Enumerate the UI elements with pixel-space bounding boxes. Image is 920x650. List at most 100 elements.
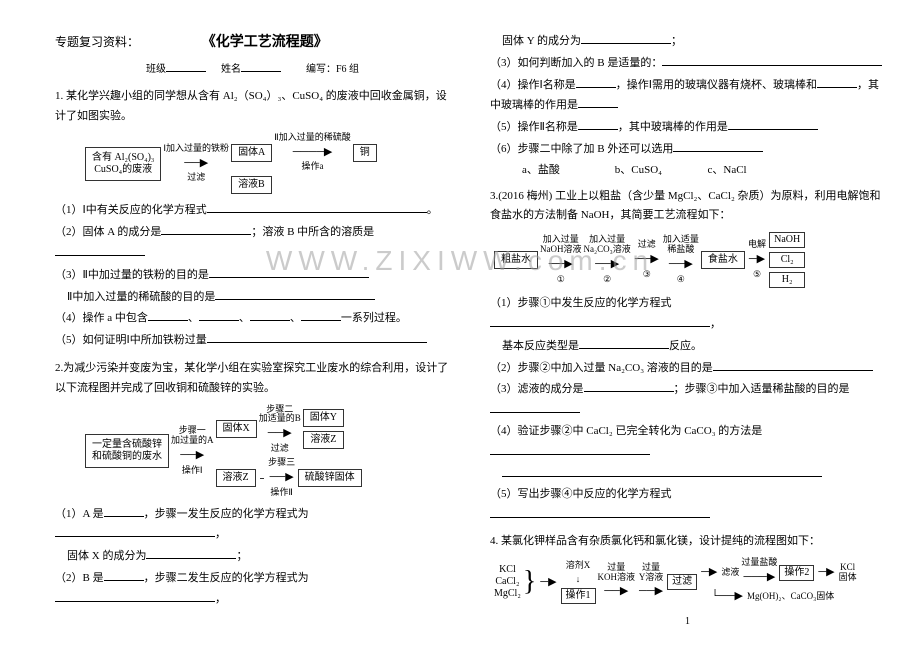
- q1-3b-text: Ⅱ中加入过量的稀硫酸的目的是: [67, 291, 215, 303]
- author-label: 编写：F6 组: [306, 64, 359, 75]
- q4-filter: 过滤: [667, 574, 697, 590]
- q1-5-blank[interactable]: [207, 330, 427, 343]
- q4-solid: Mg(OH)₂、CaCO₃固体: [747, 592, 834, 602]
- q1-box-waste: 含有 Al₂(SO₄)₃CuSO₄的废液: [85, 147, 161, 181]
- q3-4: （4）验证步骤②中 CaCl₂ 已完全转化为 CaCO₃ 的方法是: [490, 422, 885, 463]
- b[interactable]: [576, 75, 616, 88]
- q2-2b: ，步骤二发生反应的化学方程式为: [144, 572, 309, 584]
- line: [260, 477, 264, 479]
- b[interactable]: [490, 400, 580, 413]
- b[interactable]: [199, 308, 239, 321]
- q2-1: （1）A 是，步骤一发生反应的化学方程式为，: [55, 504, 450, 546]
- b[interactable]: [148, 308, 188, 321]
- q2-addB: 加适量的B: [259, 414, 301, 424]
- q3-filter: 过滤: [638, 240, 656, 250]
- q3-flow: 粗盐水 加入过量NaOH溶液──▶① 加入过量Na₂CO₃溶液──▶② 过滤──…: [494, 232, 885, 288]
- q1-5-text: （5）如何证明Ⅰ中所加铁粉过量: [55, 334, 207, 346]
- b[interactable]: [55, 589, 215, 602]
- b[interactable]: [673, 139, 763, 152]
- r4: （4）操作Ⅰ名称是，操作Ⅰ需用的玻璃仪器有烧杯、玻璃棒和，其中玻璃棒的作用是: [490, 75, 885, 117]
- class-blank[interactable]: [166, 59, 206, 72]
- topic-label: 专题复习资料：: [55, 35, 139, 49]
- q2-op2: 操作Ⅱ: [270, 488, 292, 498]
- q2-2a: （2）B 是: [55, 572, 104, 584]
- arrow-icon: ──▶: [266, 424, 294, 444]
- q2-1a: （1）A 是: [55, 508, 104, 520]
- b[interactable]: [584, 379, 674, 392]
- b[interactable]: [301, 308, 341, 321]
- q2-filter2: 过滤: [271, 444, 289, 454]
- r6a: （6）步骤二中除了加 B 外还可以选用: [490, 143, 673, 155]
- b[interactable]: [502, 464, 822, 477]
- opt-a: a、盐酸: [522, 161, 612, 181]
- q2-2: （2）B 是，步骤二发生反应的化学方程式为，: [55, 568, 450, 610]
- q1-1-blank[interactable]: [207, 200, 427, 213]
- main-title: 《化学工艺流程题》: [202, 35, 328, 50]
- arrow-icon: ──▶: [667, 255, 695, 275]
- b[interactable]: [579, 336, 669, 349]
- b[interactable]: [581, 31, 671, 44]
- q1-2a-blank[interactable]: [161, 222, 251, 235]
- q1-3a-blank[interactable]: [209, 265, 369, 278]
- q3-3: （3）滤液的成分是；步骤③中加入适量稀盐酸的目的是: [490, 379, 885, 421]
- q3-salt: 食盐水: [701, 251, 745, 269]
- q3-s4: 加入适量稀盐酸: [663, 235, 699, 255]
- q3-5: （5）写出步骤④中反应的化学方程式: [490, 485, 885, 526]
- q3-box1: 粗盐水: [494, 251, 538, 269]
- q2-s3: 步骤三: [268, 458, 295, 468]
- q3-2: （2）步骤②中加入过量 Na₂CO₃ 溶液的目的是: [490, 358, 885, 379]
- b[interactable]: [578, 117, 618, 130]
- q1-1-text: （1）Ⅰ中有关反应的化学方程式: [55, 204, 207, 216]
- b[interactable]: [490, 314, 710, 327]
- q1-sol-b: 溶液B: [231, 176, 272, 194]
- arrow-icon: ──▶: [547, 255, 575, 275]
- q3-2a-text: （2）步骤②中加入过量 Na₂CO₃ 溶液的目的是: [490, 362, 713, 374]
- b[interactable]: [490, 505, 710, 518]
- q1-step1-label: Ⅰ加入过量的铁粉: [163, 144, 229, 154]
- left-column: 专题复习资料： 《化学工艺流程题》 班级 姓名 编写：F6 组 1. 某化学兴趣…: [55, 30, 450, 631]
- q2-1c-row: 固体 X 的成分为；: [55, 546, 450, 567]
- b[interactable]: [490, 442, 650, 455]
- down-arrow-icon: ↓: [576, 571, 581, 587]
- b[interactable]: [250, 308, 290, 321]
- b[interactable]: [104, 568, 144, 581]
- b[interactable]: [728, 117, 818, 130]
- b[interactable]: [104, 504, 144, 517]
- arrow-icon: ──▶: [268, 468, 296, 488]
- b[interactable]: [146, 546, 236, 559]
- q3-c1: ①: [557, 275, 565, 285]
- arrow-icon: ─▶: [699, 563, 719, 583]
- arrow-icon: ──▶: [633, 250, 661, 270]
- arrow-icon: ─▶: [538, 573, 558, 593]
- q2-znso4: 硫酸锌固体: [298, 469, 362, 487]
- r4a: （4）操作Ⅰ名称是: [490, 79, 576, 91]
- q1-step2-label: Ⅱ加入过量的稀硫酸: [274, 133, 350, 143]
- q3-1b: 基本反应类型是反应。: [490, 336, 885, 357]
- q2-op1: 操作Ⅰ: [182, 466, 203, 476]
- q3-4b: [490, 464, 885, 485]
- arrow-icon: ─▶: [816, 563, 836, 583]
- q3-5-text: （5）写出步骤④中反应的化学方程式: [490, 488, 672, 500]
- q1-3b-blank[interactable]: [215, 287, 375, 300]
- b[interactable]: [662, 53, 882, 66]
- b[interactable]: [55, 524, 215, 537]
- b[interactable]: [817, 75, 857, 88]
- q1-2b-blank[interactable]: [55, 243, 145, 256]
- arrow-icon: ────▶: [291, 143, 335, 163]
- name-blank[interactable]: [241, 59, 281, 72]
- r5b: ，其中玻璃棒的作用是: [618, 121, 728, 133]
- opt-c: c、NaCl: [708, 161, 798, 181]
- arrow-icon: ──▶: [182, 154, 210, 174]
- r5a: （5）操作Ⅱ名称是: [490, 121, 578, 133]
- b[interactable]: [578, 95, 618, 108]
- q3-1b-text: 基本反应类型是: [502, 340, 579, 352]
- q2-flow: 一定量含硫酸锌和硫酸铜的废水 步骤一 加过量的A ──▶ 操作Ⅰ 固体X 步骤二…: [85, 405, 450, 498]
- class-label: 班级: [146, 64, 166, 75]
- r3-text: （3）如何判断加入的 B 是适量的：: [490, 57, 662, 69]
- q2-1b: ，步骤一发生反应的化学方程式为: [144, 508, 309, 520]
- arrow-icon: ─▶: [747, 250, 767, 270]
- b[interactable]: [713, 358, 873, 371]
- q4-in2: CaCl₂: [495, 576, 519, 588]
- q4-in1: KCl: [499, 564, 516, 576]
- q1-2: （2）固体 A 的成分是；溶液 B 中所含的溶质是: [55, 222, 450, 264]
